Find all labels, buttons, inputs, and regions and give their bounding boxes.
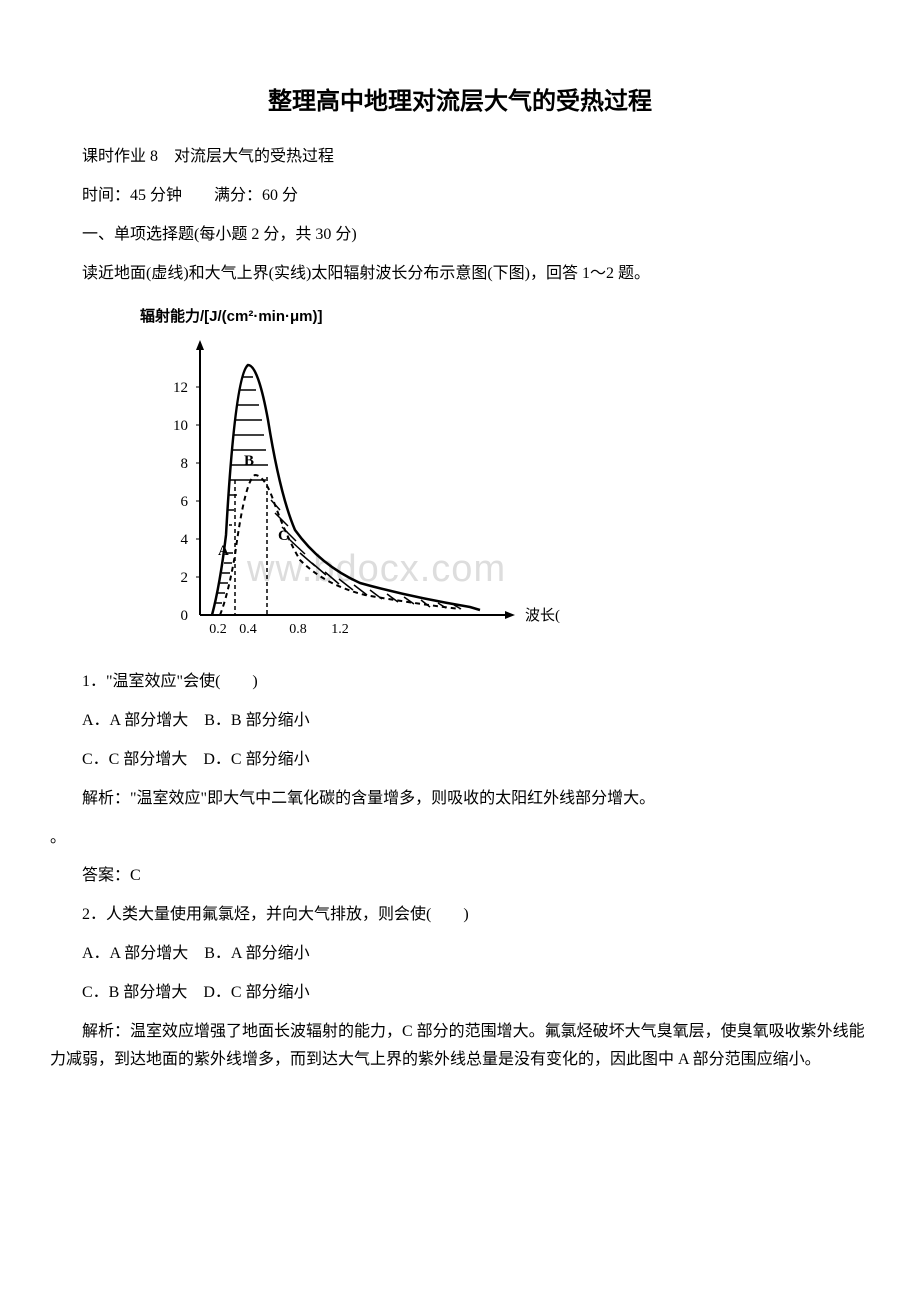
q1-options-cd: C．C 部分增大 D．C 部分缩小	[50, 746, 870, 775]
chart-y-axis-title: 辐射能力/[J/(cm²·min·μm)]	[140, 303, 560, 330]
q1-options-ab: A．A 部分增大 B．B 部分缩小	[50, 707, 870, 736]
q2-opt-a: A．A 部分增大	[82, 945, 188, 962]
y-tick-0: 0	[181, 608, 189, 624]
q1-opt-d: D．C 部分缩小	[203, 751, 309, 768]
q2-options-cd: C．B 部分增大 D．C 部分缩小	[50, 979, 870, 1008]
time-info: 时间：45 分钟 满分：60 分	[50, 182, 870, 211]
q2-opt-d: D．C 部分缩小	[203, 984, 309, 1001]
x-axis-label: 波长(μm)	[525, 607, 560, 624]
x-tick-02: 0.2	[209, 622, 227, 637]
x-tick-04: 0.4	[239, 622, 257, 637]
chart-svg: 0 2 4 6 8 10 12 0.2 0.4 0.8 1.2 波长(μm)	[140, 335, 560, 655]
y-tick-8: 8	[181, 456, 189, 472]
y-tick-12: 12	[173, 380, 188, 396]
q1-opt-b: B．B 部分缩小	[204, 712, 309, 729]
dashed-curve	[220, 475, 460, 615]
page-title: 整理高中地理对流层大气的受热过程	[50, 80, 870, 123]
region-label-b: B	[244, 453, 254, 469]
q1-opt-a: A．A 部分增大	[82, 712, 188, 729]
q1-explain-end: 。	[50, 824, 870, 853]
x-tick-12: 1.2	[331, 622, 349, 637]
region-label-a: A	[218, 543, 229, 559]
y-tick-6: 6	[181, 494, 189, 510]
q2-options-ab: A．A 部分增大 B．A 部分缩小	[50, 940, 870, 969]
region-label-c: C	[278, 528, 289, 544]
radiation-chart: 辐射能力/[J/(cm²·min·μm)] ww.bdocx.com 0 2 4…	[140, 303, 560, 653]
x-tick-08: 0.8	[289, 622, 307, 637]
q1-answer: 答案：C	[50, 862, 870, 891]
q2-opt-c: C．B 部分增大	[82, 984, 187, 1001]
hatch-region-b	[227, 377, 268, 525]
q1-stem: 1．"温室效应"会使( )	[50, 668, 870, 697]
q1-opt-c: C．C 部分增大	[82, 751, 187, 768]
q2-explain: 解析：温室效应增强了地面长波辐射的能力，C 部分的范围增大。氟氯烃破坏大气臭氧层…	[50, 1018, 870, 1076]
q1-explain: 解析："温室效应"即大气中二氧化碳的含量增多，则吸收的太阳红外线部分增大。	[50, 785, 870, 814]
q2-stem: 2．人类大量使用氟氯烃，并向大气排放，则会使( )	[50, 901, 870, 930]
q2-opt-b: B．A 部分缩小	[204, 945, 309, 962]
section-heading: 一、单项选择题(每小题 2 分，共 30 分)	[50, 221, 870, 250]
y-tick-2: 2	[181, 570, 189, 586]
intro-text: 读近地面(虚线)和大气上界(实线)太阳辐射波长分布示意图(下图)，回答 1～2 …	[50, 260, 870, 289]
y-tick-4: 4	[181, 532, 189, 548]
lesson-info: 课时作业 8 对流层大气的受热过程	[50, 143, 870, 172]
hatch-region-c	[271, 500, 461, 609]
y-tick-10: 10	[173, 418, 188, 434]
solid-curve	[212, 365, 480, 615]
